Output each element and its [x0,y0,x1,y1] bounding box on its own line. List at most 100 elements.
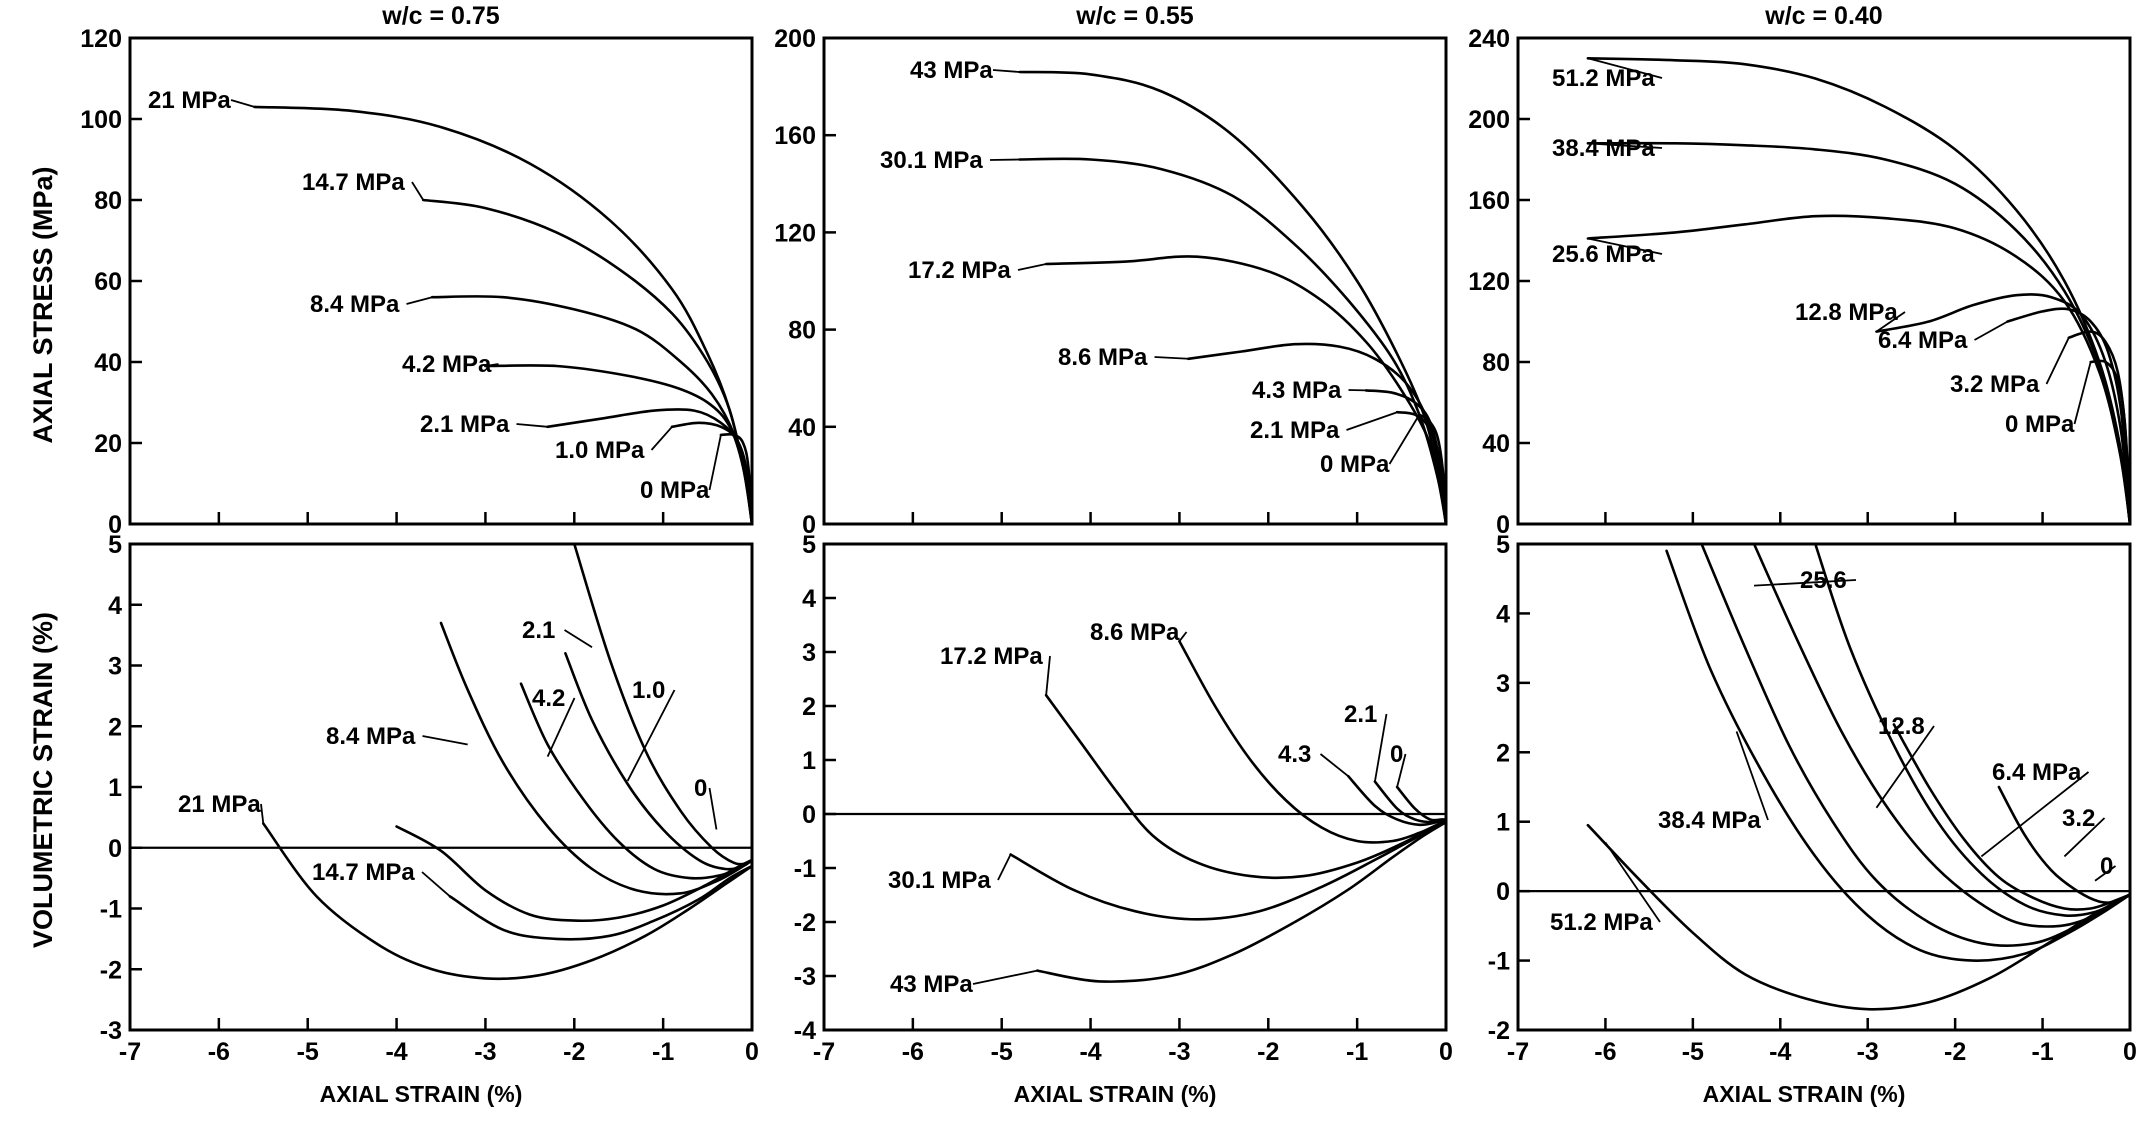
x-tick-label: -2 [1257,1038,1279,1066]
x-tick-label: -2 [1944,1038,1966,1066]
label-leader [411,181,424,201]
series-label: 51.2 MPa [1550,909,1653,936]
x-tick-label: -7 [813,1038,835,1066]
label-leader [1604,842,1661,923]
plot-frame [1516,36,2132,526]
series-label: 4.2 [532,685,565,712]
x-tick-label: 0 [1439,1038,1453,1066]
label-leader [1346,411,1398,431]
y-tick-label: 40 [788,414,816,442]
series-label: 0 [694,775,707,802]
label-leader [230,99,255,108]
label-leader [2094,865,2117,882]
label-leader [1587,237,1663,255]
y-tick-label: -1 [794,855,816,883]
series-line-6 [1395,785,1448,822]
y-tick-label: 20 [94,430,122,458]
series-line-6 [1418,413,1448,526]
y-tick-label: 2 [1496,739,1510,767]
series-line-6 [2089,359,2132,526]
label-leader [1374,713,1388,782]
label-leader [564,629,593,649]
series-label: 0 [1390,741,1403,768]
label-leader [1045,655,1051,696]
y-tick-label: 120 [774,219,816,247]
series-line-5 [564,652,754,871]
y-tick-label: 5 [108,531,122,559]
x-tick-label: -6 [902,1038,924,1066]
series-line-3 [1752,542,2132,928]
series-line-6 [719,432,754,526]
label-leader [997,854,1012,881]
y-tick-label: 3 [108,653,122,681]
series-label: 17.2 MPa [940,643,1043,670]
y-tick-label: -2 [1488,1017,1510,1045]
y-tick-label: -3 [100,1017,122,1045]
x-tick-label: -6 [208,1038,230,1066]
series-label: 6.4 MPa [1992,759,2082,786]
series-line-0 [1018,70,1448,526]
y-tick-label: 3 [802,639,816,667]
y-tick-label: 120 [1468,268,1510,296]
series-label: 2.1 MPa [420,411,510,438]
label-leader [708,434,722,491]
series-line-5 [1395,410,1448,526]
panel-w055-vol: -4 -3 -2 -1 0 1 2 3 4 5 -7 -6 -5 -4 -3 -2 -1 0 AXIAL STRAI… [794,531,1453,1107]
label-leader [485,363,499,367]
y-tick-label: -1 [100,896,122,924]
series-label: 17.2 MPa [908,257,1011,284]
series-line-2 [1586,214,2132,526]
y-tick-label: 5 [802,531,816,559]
y-tick-label: 160 [1468,187,1510,215]
y-tick-label: 40 [94,349,122,377]
plot-frame [822,36,1448,526]
label-leader [1017,263,1047,271]
label-leader [1587,57,1663,79]
y-tick-label: 120 [80,25,122,53]
label-leader [989,158,1020,161]
y-tick-label: 3 [1496,670,1510,698]
series-line-1 [448,864,754,941]
label-leader [2045,337,2070,385]
shared-ylabel-bottom: VOLUMETRIC STRAIN (%) [28,612,58,948]
y-tick-label: 60 [94,268,122,296]
y-tick-label: 0 [802,511,816,539]
series-label: 30.1 MPa [888,867,991,894]
label-leader [1178,631,1188,642]
label-leader [406,296,433,305]
label-leader [421,871,451,898]
series-line-4 [519,682,754,880]
chart-title: w/c = 0.55 [1075,2,1194,30]
series-label: 38.4 MPa [1552,135,1655,162]
label-leader [972,969,1038,985]
y-tick-label: 80 [94,187,122,215]
y-tick-label: 200 [1468,106,1510,134]
y-tick-label: 0 [108,835,122,863]
series-line-0 [1586,823,2132,1011]
series-line-6 [1997,785,2132,904]
series-label: 4.3 [1278,741,1311,768]
series-label: 21 MPa [178,791,261,818]
label-leader [422,735,468,746]
y-tick-label: 0 [108,511,122,539]
label-leader [2073,361,2092,425]
series-label: 8.4 MPa [326,723,416,750]
label-leader [1875,311,1906,333]
x-tick-label: -4 [1769,1038,1791,1066]
series-line-2 [1044,693,1448,880]
x-tick-label: -2 [563,1038,585,1066]
x-tick-label: -1 [2031,1038,2053,1066]
y-tick-label: 0 [1496,878,1510,906]
label-leader [546,697,576,758]
label-leader [260,803,265,824]
x-axis-label: AXIAL STRAIN (%) [1014,1081,1217,1107]
x-tick-label: 0 [2123,1038,2137,1066]
y-tick-label: 100 [80,106,122,134]
series-line-5 [1373,780,1448,824]
x-tick-label: -1 [1346,1038,1368,1066]
y-tick-label: 160 [774,122,816,150]
series-label: 3.2 [2062,805,2095,832]
series-label: 12.8 [1878,713,1925,740]
chart-title: w/c = 0.40 [1764,2,1882,30]
